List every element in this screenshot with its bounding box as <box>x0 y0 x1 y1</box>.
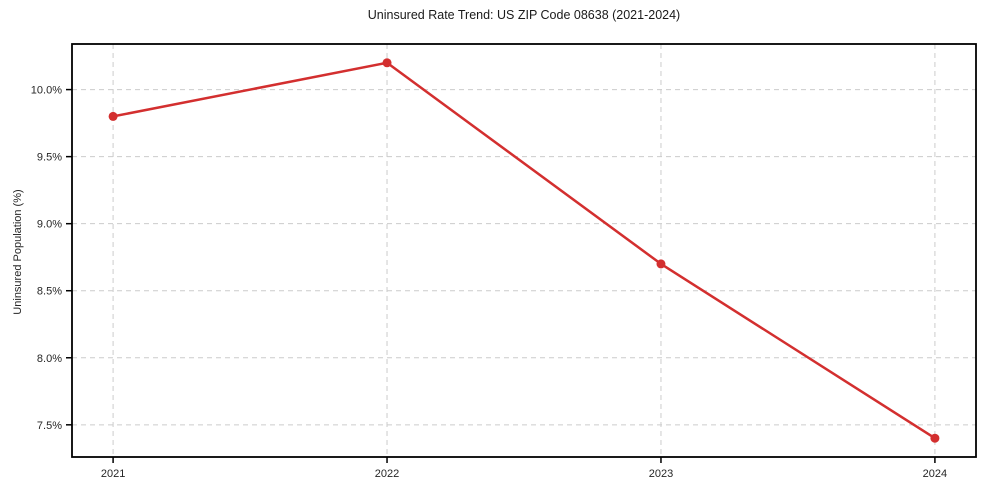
axes-box <box>71 43 977 458</box>
data-point-marker <box>382 58 392 68</box>
y-tick-label: 8.0% <box>37 353 62 365</box>
trend-line <box>111 61 937 440</box>
x-tick-label: 2024 <box>923 468 947 480</box>
y-tick-label: 7.5% <box>37 420 62 432</box>
data-point-marker <box>108 111 118 121</box>
y-tick-label: 9.0% <box>37 219 62 231</box>
chart-title: Uninsured Rate Trend: US ZIP Code 08638 … <box>367 8 681 22</box>
x-tick-label: 2022 <box>375 468 399 480</box>
x-tick-label: 2023 <box>649 468 673 480</box>
data-point-marker <box>930 433 940 443</box>
y-tick-label: 10.0% <box>31 85 62 97</box>
x-tick-label: 2021 <box>101 468 125 480</box>
y-tick-label: 9.5% <box>37 152 62 164</box>
data-point-marker <box>656 259 666 269</box>
y-tick-label: 8.5% <box>37 286 62 298</box>
